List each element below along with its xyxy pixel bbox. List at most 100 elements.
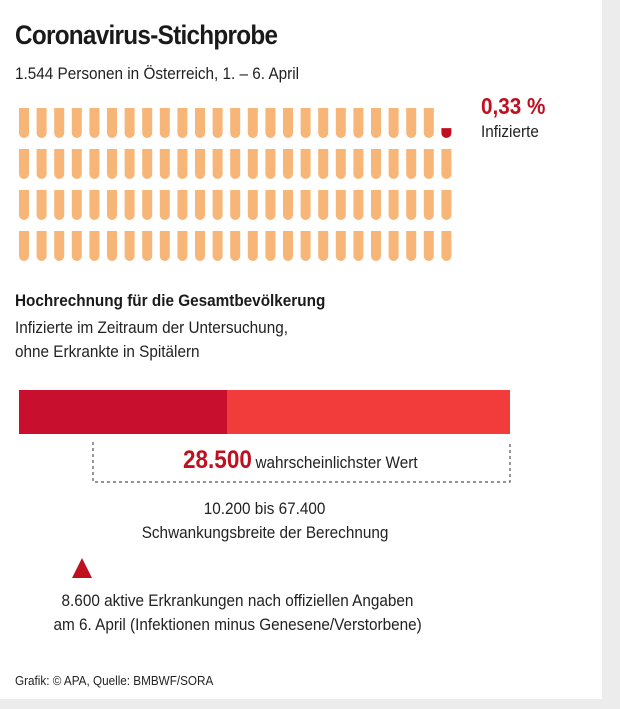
sample-tube-grid — [19, 108, 452, 261]
sample-tube — [195, 149, 205, 179]
sample-tube — [335, 231, 346, 261]
sample-tube — [195, 190, 205, 220]
sample-tube — [335, 149, 346, 179]
sample-tube — [247, 190, 258, 220]
sample-tube — [71, 108, 82, 138]
chart-subtitle: 1.544 Personen in Österreich, 1. – 6. Ap… — [15, 64, 300, 83]
sample-tube — [159, 190, 170, 220]
sample-tube — [406, 108, 417, 138]
sample-tube — [353, 190, 364, 220]
sample-tube — [54, 231, 65, 261]
projection-heading: Hochrechnung für die Gesamtbevölkerung — [15, 291, 326, 310]
sample-tube — [283, 190, 293, 220]
sample-tube — [247, 231, 258, 261]
sample-tube — [36, 149, 47, 179]
sample-tube — [142, 149, 153, 179]
sample-tube — [335, 108, 346, 138]
infected-caption: Infizierte — [481, 122, 539, 141]
sample-tube — [300, 231, 311, 261]
sample-tube — [300, 190, 311, 220]
sample-tube — [318, 231, 329, 261]
range-bracket — [92, 442, 511, 483]
sample-tube — [71, 190, 82, 220]
official-line1: 8.600 aktive Erkrankungen nach offiziell… — [61, 591, 414, 610]
sample-tube — [107, 231, 117, 261]
sample-tube — [142, 231, 153, 261]
sample-tube — [54, 149, 65, 179]
sample-tube — [177, 190, 188, 220]
official-cases-marker — [72, 558, 92, 578]
sample-tube — [177, 149, 188, 179]
sample-tube — [423, 231, 434, 261]
projection-description-line1: Infizierte im Zeitraum der Untersuchung, — [15, 318, 288, 337]
sample-tube — [19, 108, 29, 138]
sample-tube — [89, 108, 100, 138]
source-credit: Grafik: © APA, Quelle: BMBWF/SORA — [15, 673, 214, 688]
sample-tube — [406, 231, 417, 261]
sample-tube — [283, 108, 293, 138]
sample-tube — [371, 108, 381, 138]
range-label: 10.200 bis 67.400 Schwankungsbreite der … — [0, 497, 530, 545]
sample-tube — [300, 149, 311, 179]
sample-tube — [353, 108, 364, 138]
sample-tube — [107, 149, 117, 179]
sample-tube — [71, 231, 82, 261]
sample-tube — [318, 190, 329, 220]
projection-bar-chart — [19, 390, 511, 578]
most-likely-value: 28.500 — [182, 446, 252, 474]
official-line2: am 6. April (Infektionen minus Genesene/… — [53, 615, 422, 634]
sample-tube — [247, 108, 258, 138]
sample-tube — [441, 149, 452, 179]
sample-tube — [142, 108, 153, 138]
sample-tube — [283, 231, 293, 261]
sample-tube — [265, 190, 276, 220]
sample-tube — [441, 190, 452, 220]
sample-tube — [142, 190, 153, 220]
range-caption: Schwankungsbreite der Berechnung — [141, 523, 389, 542]
sample-tube — [89, 190, 100, 220]
bar-segment-likely — [19, 390, 227, 434]
sample-tube — [54, 108, 65, 138]
sample-tube — [195, 108, 205, 138]
sample-tube — [19, 149, 29, 179]
sample-tube — [71, 149, 82, 179]
sample-tube — [388, 231, 399, 261]
sample-tube — [247, 149, 258, 179]
sample-tube — [388, 190, 399, 220]
range-value: 10.200 bis 67.400 — [204, 499, 326, 518]
sample-tube — [177, 108, 188, 138]
sample-tube — [124, 149, 135, 180]
projection-description-line2: ohne Erkrankte in Spitälern — [15, 342, 200, 361]
sample-tube — [107, 190, 117, 220]
sample-tube — [283, 149, 293, 179]
projection-description: Infizierte im Zeitraum der Untersuchung,… — [15, 316, 288, 364]
sample-tube — [265, 149, 276, 179]
bar-segment-upper — [227, 390, 510, 434]
sample-tube — [19, 231, 29, 261]
sample-tube — [212, 231, 223, 261]
infected-percent: 0,33 % — [481, 93, 546, 119]
chart-title: Coronavirus-Stichprobe — [15, 20, 278, 50]
sample-tube — [230, 231, 241, 261]
most-likely-caption: wahrscheinlichster Wert — [255, 453, 418, 472]
sample-tube — [89, 149, 100, 179]
sample-tube — [230, 149, 241, 179]
sample-tube — [107, 108, 117, 138]
sample-tube — [371, 231, 381, 261]
sample-tube — [300, 108, 311, 138]
sample-tube — [159, 108, 170, 138]
sample-tube — [265, 108, 276, 138]
sample-tube — [124, 231, 135, 261]
sample-tube — [230, 108, 241, 138]
sample-tube — [388, 108, 399, 138]
sample-tube — [124, 108, 135, 139]
sample-tube — [36, 231, 47, 261]
sample-tube — [371, 149, 381, 179]
sample-tube — [353, 149, 364, 179]
sample-tube — [423, 108, 434, 138]
sample-tube — [177, 231, 188, 261]
sample-tube — [318, 149, 329, 179]
official-cases-label: 8.600 aktive Erkrankungen nach offiziell… — [0, 589, 475, 637]
sample-tube — [212, 149, 223, 179]
sample-tube — [335, 190, 346, 220]
